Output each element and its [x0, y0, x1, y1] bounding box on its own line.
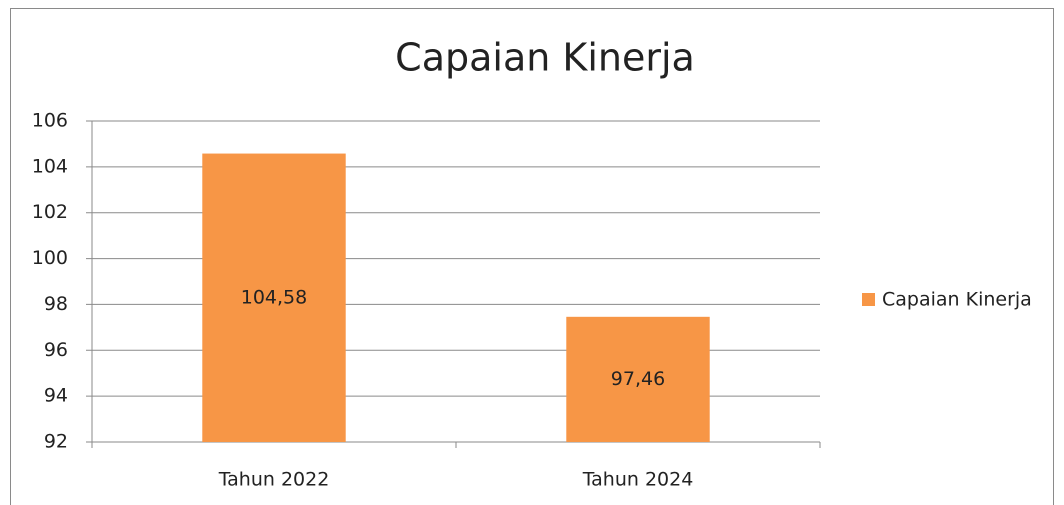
- y-tick-label: 98: [44, 293, 68, 315]
- x-tick-label: Tahun 2022: [218, 469, 330, 491]
- bar: [202, 153, 346, 442]
- bar: [566, 316, 710, 442]
- y-tick-label: 96: [44, 339, 68, 361]
- x-tick-label: Tahun 2024: [582, 469, 694, 491]
- y-tick-label: 106: [32, 110, 68, 132]
- y-tick-label: 94: [44, 385, 68, 407]
- y-tick-label: 100: [32, 247, 68, 269]
- chart-frame: [10, 8, 1054, 505]
- y-tick-label: 104: [32, 155, 68, 177]
- legend-swatch: [862, 293, 875, 306]
- data-label: 97,46: [611, 368, 665, 390]
- y-tick-label: 102: [32, 201, 68, 223]
- chart-title: Capaian Kinerja: [395, 36, 695, 80]
- y-tick-label: 92: [44, 431, 68, 453]
- legend-label: Capaian Kinerja: [882, 289, 1032, 311]
- data-label: 104,58: [241, 286, 307, 308]
